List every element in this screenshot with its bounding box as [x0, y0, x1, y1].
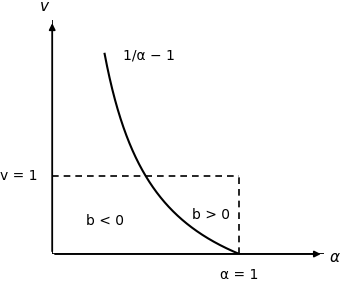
Text: 1/α − 1: 1/α − 1 [123, 48, 175, 62]
Text: b < 0: b < 0 [86, 214, 124, 228]
Text: α: α [329, 251, 339, 265]
Text: v = 1: v = 1 [0, 169, 37, 183]
Text: v: v [40, 0, 49, 14]
Text: b > 0: b > 0 [192, 208, 230, 222]
Text: α = 1: α = 1 [220, 268, 259, 282]
